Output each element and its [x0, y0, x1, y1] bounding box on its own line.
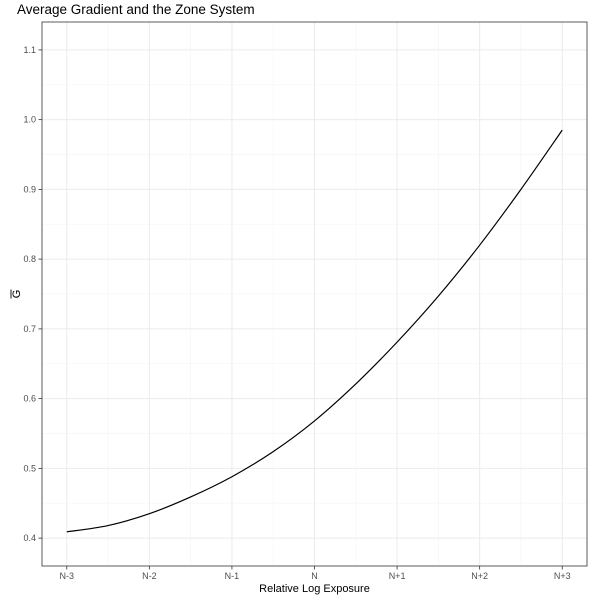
y-tick-label: 0.8 — [23, 254, 36, 264]
x-tick-label: N-1 — [225, 571, 240, 581]
chart-title: Average Gradient and the Zone System — [17, 2, 255, 17]
x-tick-label: N+2 — [471, 571, 488, 581]
y-tick-label: 0.7 — [23, 324, 36, 334]
series-line — [66, 129, 563, 533]
y-axis-ticks: 0.4 0.5 0.6 0.7 0.8 0.9 1.0 1.1 — [23, 45, 42, 543]
x-tick-label: N-3 — [60, 571, 75, 581]
y-tick-label: 0.6 — [23, 394, 36, 404]
y-axis-label-group: G — [10, 289, 23, 299]
series-layer — [66, 129, 563, 533]
x-tick-label: N+1 — [389, 571, 406, 581]
y-tick-label: 0.9 — [23, 184, 36, 194]
y-tick-label: 1.0 — [23, 115, 36, 125]
y-tick-label: 0.4 — [23, 533, 36, 543]
y-axis-label: G — [11, 290, 23, 299]
grid-major — [42, 22, 587, 566]
x-axis-ticks: N-3 N-2 N-1 N N+1 N+2 N+3 — [60, 566, 571, 581]
y-tick-label: 0.5 — [23, 463, 36, 473]
x-tick-label: N-2 — [142, 571, 157, 581]
x-tick-label: N — [311, 571, 318, 581]
y-tick-label: 1.1 — [23, 45, 36, 55]
x-tick-label: N+3 — [554, 571, 571, 581]
x-axis-label: Relative Log Exposure — [259, 583, 370, 595]
